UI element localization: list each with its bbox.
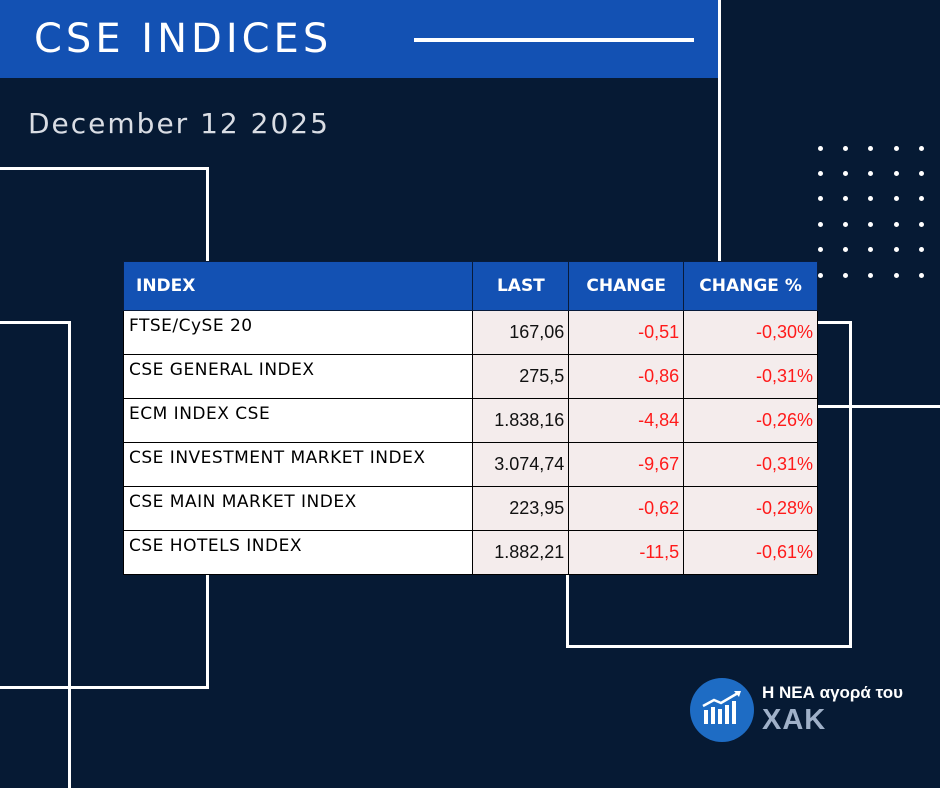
index-last: 1.838,16 xyxy=(472,398,570,443)
dot-grid-decoration xyxy=(815,143,940,283)
index-change: -4,84 xyxy=(568,398,685,443)
table-row: CSE INVESTMENT MARKET INDEX 3.074,74 -9,… xyxy=(122,442,818,487)
index-change-pct: -0,31% xyxy=(683,354,818,399)
header-rule xyxy=(414,38,694,42)
index-change: -9,67 xyxy=(568,442,685,487)
table-row: FTSE/CySE 20 167,06 -0,51 -0,30% xyxy=(122,310,818,355)
decor-frame-right-outer xyxy=(718,0,940,408)
index-change-pct: -0,26% xyxy=(683,398,818,443)
index-last: 1.882,21 xyxy=(472,530,570,575)
column-header-last: LAST xyxy=(472,261,570,311)
index-change: -0,86 xyxy=(568,354,685,399)
table-row: CSE MAIN MARKET INDEX 223,95 -0,62 -0,28… xyxy=(122,486,818,531)
index-change: -0,62 xyxy=(568,486,685,531)
indices-table: INDEX LAST CHANGE CHANGE % FTSE/CySE 20 … xyxy=(122,261,818,575)
column-header-change-pct: CHANGE % xyxy=(683,261,818,311)
decor-frame-left xyxy=(0,321,71,788)
logo-text-line2: ΧΑΚ xyxy=(762,704,827,736)
index-change: -11,5 xyxy=(568,530,685,575)
index-last: 275,5 xyxy=(472,354,570,399)
index-name: CSE GENERAL INDEX xyxy=(122,354,474,399)
header-bar: CSE INDICES xyxy=(0,0,718,78)
index-change-pct: -0,28% xyxy=(683,486,818,531)
bar-chart-icon xyxy=(702,691,741,724)
page-title: CSE INDICES xyxy=(34,16,333,62)
index-change-pct: -0,30% xyxy=(683,310,818,355)
index-name: CSE INVESTMENT MARKET INDEX xyxy=(122,442,474,487)
index-change-pct: -0,61% xyxy=(683,530,818,575)
index-change-pct: -0,31% xyxy=(683,442,818,487)
index-name: ECM INDEX CSE xyxy=(122,398,474,443)
logo-text-line1: Η ΝΕΑ αγορά του xyxy=(762,683,903,702)
index-last: 223,95 xyxy=(472,486,570,531)
index-last: 167,06 xyxy=(472,310,570,355)
logo-badge xyxy=(690,678,754,742)
index-name: CSE MAIN MARKET INDEX xyxy=(122,486,474,531)
index-name: CSE HOTELS INDEX xyxy=(122,530,474,575)
table-row: CSE HOTELS INDEX 1.882,21 -11,5 -0,61% xyxy=(122,530,818,575)
table-header-row: INDEX LAST CHANGE CHANGE % xyxy=(122,261,818,311)
index-change: -0,51 xyxy=(568,310,685,355)
column-header-change: CHANGE xyxy=(568,261,685,311)
index-last: 3.074,74 xyxy=(472,442,570,487)
index-name: FTSE/CySE 20 xyxy=(122,310,474,355)
table-row: ECM INDEX CSE 1.838,16 -4,84 -0,26% xyxy=(122,398,818,443)
table-row: CSE GENERAL INDEX 275,5 -0,86 -0,31% xyxy=(122,354,818,399)
column-header-index: INDEX xyxy=(122,261,474,311)
date-label: December 12 2025 xyxy=(28,107,330,140)
